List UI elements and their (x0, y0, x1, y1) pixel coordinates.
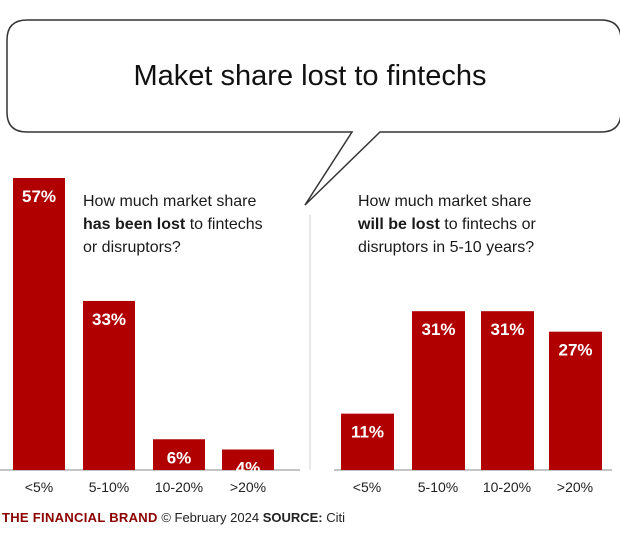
brand-logo-text: THE FINANCIAL BRAND (2, 510, 158, 525)
category-label-left-3: 10-20% (155, 479, 203, 495)
data-label-right-1: 11% (351, 423, 384, 442)
source-label: SOURCE: (262, 510, 323, 525)
bar-right-1 (341, 413, 394, 470)
category-label-left-4: >20% (230, 479, 266, 495)
data-label-left-3: 6% (167, 448, 192, 467)
data-label-right-2: 31% (421, 320, 455, 339)
data-label-right-3: 31% (490, 320, 524, 339)
data-label-left-1: 57% (22, 187, 56, 206)
category-label-left-2: 5-10% (89, 479, 129, 495)
question-right: How much market share will be lost to fin… (357, 193, 537, 256)
category-label-right-4: >20% (557, 479, 593, 495)
chart-panel-left: 57% <5% 33% 5-10% 6% 10-20% 4%>20% How much mar… (0, 178, 300, 495)
category-label-right-1: <5% (353, 479, 381, 495)
bar-right-4 (549, 331, 602, 470)
chart-panel-right: 11% <5% 31% 5-10% 31% 10-20% 27% >20% How much m… (334, 193, 612, 495)
bar-left-4 (222, 449, 274, 470)
data-label-right-4: 27% (558, 341, 592, 360)
footer-date: © February 2024 (161, 510, 260, 525)
speech-bubble (6, 19, 620, 206)
data-label-left-4: 4% (236, 459, 261, 478)
bar-left-2 (83, 300, 135, 470)
question-left: How much market share has been lost to fi… (83, 193, 263, 256)
bar-left-3 (153, 439, 205, 470)
bar-right-2 (412, 311, 465, 470)
bar-left-1 (13, 178, 65, 470)
source-name: Citi (326, 510, 346, 525)
category-label-right-2: 5-10% (418, 479, 458, 495)
chart-title: Maket share lost to fintechs (134, 60, 487, 92)
category-label-right-3: 10-20% (483, 479, 531, 495)
bar-right-3 (481, 311, 534, 470)
category-label-left-1: <5% (25, 479, 53, 495)
footer: THE FINANCIAL BRAND © February 2024 SOUR… (2, 510, 345, 525)
data-label-left-2: 33% (92, 310, 126, 329)
